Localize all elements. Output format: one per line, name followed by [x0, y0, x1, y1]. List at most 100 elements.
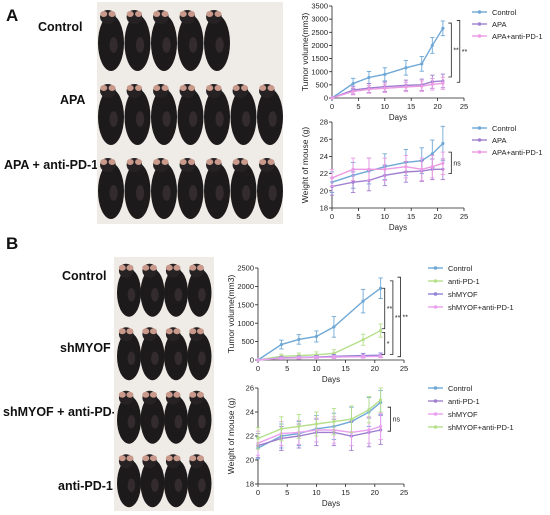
x-tick-label: 20: [433, 212, 441, 221]
significance-bracket: [387, 406, 391, 432]
x-axis-label: Days: [322, 375, 340, 384]
data-point: [297, 424, 301, 428]
series-line: [257, 429, 381, 447]
mouse: [98, 84, 124, 145]
mouse: [117, 327, 141, 381]
y-tick-label: 22: [320, 169, 328, 178]
data-point: [379, 354, 383, 358]
legend-marker: [477, 138, 482, 142]
mouse: [117, 454, 141, 508]
legend-marker: [433, 425, 438, 429]
legend-marker: [477, 150, 482, 154]
data-point: [367, 167, 371, 171]
data-point: [332, 355, 336, 359]
mouse: [124, 158, 151, 219]
data-point: [441, 26, 445, 30]
legend-label: Control: [448, 384, 473, 393]
mouse: [164, 263, 188, 317]
data-point: [314, 334, 318, 339]
significance-label: **: [387, 306, 393, 313]
y-tick-label: 1500: [237, 300, 254, 309]
series-line: [257, 287, 382, 361]
y-tick-label: 18: [320, 204, 328, 213]
y-tick-label: 2500: [237, 264, 254, 273]
legend-marker: [433, 386, 438, 390]
y-tick-label: 1000: [311, 67, 328, 76]
significance-bracket: [381, 287, 386, 330]
data-point: [351, 167, 355, 171]
mouse: [164, 327, 188, 381]
chart-weight-b: 0 5 10 15 20 25 18 20 22 24 26 Days Weight of mouse …: [226, 384, 514, 508]
x-tick-label: 0: [330, 102, 334, 111]
panel-letter-a: A: [6, 6, 19, 25]
series-line: [257, 425, 381, 444]
group-label-anti-pd1: anti-PD-1: [58, 479, 113, 493]
legend-label: APA: [492, 20, 506, 29]
significance-bracket: [397, 276, 401, 358]
significance-label: ns: [453, 160, 461, 167]
y-tick-label: 26: [246, 384, 254, 393]
mouse: [124, 10, 151, 71]
significance-label: **: [462, 49, 468, 56]
data-point: [404, 66, 408, 70]
significance-bracket: [456, 20, 461, 83]
legend-marker: [477, 10, 482, 14]
legend-label: anti-PD-1: [448, 397, 480, 406]
data-point: [367, 75, 371, 80]
mouse-photo-panel-b: [114, 257, 214, 511]
data-point: [367, 428, 371, 432]
data-point: [351, 89, 355, 94]
significance-bracket: [448, 22, 452, 78]
legend-marker: [433, 399, 438, 403]
legend-label: Control: [492, 124, 517, 133]
x-tick-label: 15: [341, 364, 349, 373]
group-label-control-b: Control: [62, 269, 107, 283]
data-point: [430, 152, 434, 156]
x-tick-label: 15: [407, 212, 415, 221]
legend-label: shMYOF+anti-PD-1: [448, 423, 514, 432]
mouse: [230, 158, 257, 219]
data-point: [379, 328, 383, 333]
series-line: [331, 27, 444, 99]
group-label-apa-anti-pd1: APA + anti-PD-1: [4, 158, 99, 172]
mouse: [204, 158, 230, 219]
mouse: [117, 263, 141, 317]
data-point: [379, 424, 383, 428]
y-tick-label: 18: [246, 480, 254, 489]
data-point: [332, 325, 336, 329]
mouse: [140, 390, 165, 444]
y-tick-label: 2000: [311, 41, 328, 50]
x-tick-label: 15: [341, 488, 349, 497]
mouse: [164, 390, 188, 444]
data-point: [256, 436, 260, 440]
data-point: [383, 72, 387, 76]
series-line: [257, 401, 382, 449]
chart-tumor-volume-a: 0 5 10 15 20 25 0 500 1000 1500 2000 2500 3000 3500 Da…: [300, 2, 543, 122]
y-tick-label: 2000: [237, 282, 254, 291]
data-point: [256, 358, 260, 362]
x-tick-label: 5: [356, 102, 360, 111]
x-tick-label: 10: [312, 364, 320, 373]
y-tick-label: 22: [246, 432, 254, 441]
y-tick-label: 1000: [237, 319, 254, 328]
mouse: [204, 84, 230, 145]
y-axis-label: Tumor volume(mm3): [226, 275, 236, 354]
data-point: [279, 356, 283, 360]
y-axis-label: Weight of mouse (g): [300, 127, 310, 204]
x-tick-label: 25: [400, 488, 408, 497]
y-tick-label: 1500: [311, 54, 328, 63]
y-tick-label: 26: [320, 135, 328, 144]
y-tick-label: 3500: [311, 2, 328, 11]
legend-label: anti-PD-1: [448, 277, 480, 286]
series-line: [331, 162, 444, 179]
legend-marker: [477, 126, 482, 130]
data-point: [367, 408, 371, 412]
group-label-apa: APA: [60, 93, 86, 107]
mouse-photo-panel-a: [97, 2, 283, 224]
panel-letter-b: B: [6, 234, 19, 253]
data-point: [361, 299, 365, 303]
group-label-shmyof: shMYOF: [60, 341, 111, 355]
data-point: [330, 96, 334, 100]
mouse: [140, 454, 165, 508]
legend-label: shMYOF: [448, 410, 478, 419]
